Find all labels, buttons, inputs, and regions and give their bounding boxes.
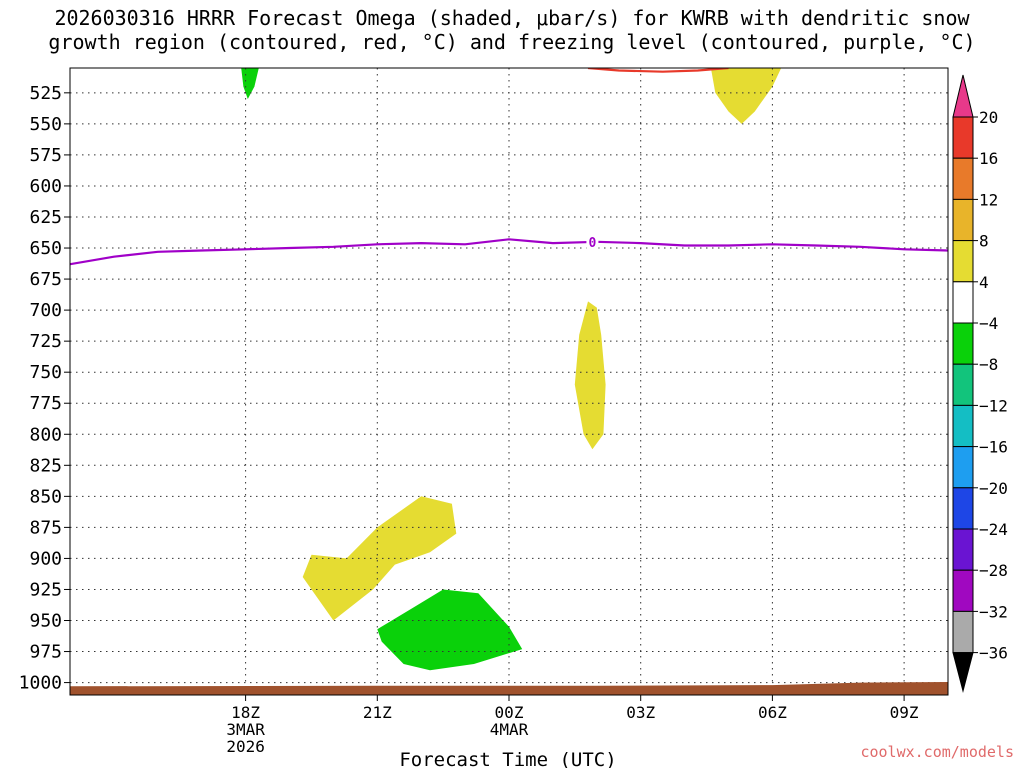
y-tick-label-775: 775 xyxy=(29,393,62,414)
x-tick-label-8-0: 00Z xyxy=(495,703,524,722)
colorbar-label-7: −12 xyxy=(979,396,1008,415)
colorbar-segment-4 xyxy=(952,240,974,283)
colorbar-label-5: −4 xyxy=(979,314,998,333)
colorbar-segment-12 xyxy=(952,569,974,612)
colorbar-segment-8 xyxy=(952,404,974,448)
colorbar-segment-1 xyxy=(952,116,974,159)
colorbar-label-6: −8 xyxy=(979,355,998,374)
grid-lines xyxy=(70,68,948,695)
chart-title-line-2: growth region (contoured, red, °C) and f… xyxy=(48,30,976,54)
x-axis-label: Forecast Time (UTC) xyxy=(399,749,616,768)
colorbar-label-12: −32 xyxy=(979,602,1008,621)
y-tick-label-925: 925 xyxy=(29,579,62,600)
y-tick-label-750: 750 xyxy=(29,362,62,383)
colorbar-segment-5 xyxy=(952,281,974,324)
x-tick-label-14-0: 06Z xyxy=(758,703,787,722)
colorbar-label-4: 4 xyxy=(979,273,989,292)
y-tick-label-950: 950 xyxy=(29,611,62,632)
y-tick-label-575: 575 xyxy=(29,145,62,166)
omega-region-1 xyxy=(710,68,782,124)
y-tick-label-625: 625 xyxy=(29,207,62,228)
x-tick-label-2-2: 2026 xyxy=(226,737,265,756)
colorbar-label-1: 16 xyxy=(979,149,998,168)
colorbar-label-2: 12 xyxy=(979,190,998,209)
y-tick-label-1000: 1000 xyxy=(19,673,62,694)
y-tick-label-725: 725 xyxy=(29,331,62,352)
colorbar-label-11: −28 xyxy=(979,561,1008,580)
x-tick-label-8-1: 4MAR xyxy=(490,720,529,739)
contour-lines: 0 xyxy=(70,68,948,266)
x-tick-label-17-0: 09Z xyxy=(890,703,919,722)
colorbar: 20 16 12 8 4 −4 −8 −12 −16 −20 −24 −28 −32 −36 xyxy=(952,74,1008,693)
omega-regions xyxy=(241,68,782,671)
colorbar-segment-10 xyxy=(952,487,974,530)
colorbar-segment-6 xyxy=(952,322,974,365)
x-tick-label-11-0: 03Z xyxy=(626,703,655,722)
y-tick-label-900: 900 xyxy=(29,548,62,569)
omega-region-5 xyxy=(241,68,259,99)
y-tick-label-550: 550 xyxy=(29,114,62,135)
colorbar-segment-9 xyxy=(952,446,974,489)
y-tick-label-850: 850 xyxy=(29,486,62,507)
omega-region-2 xyxy=(574,301,606,450)
y-tick-label-525: 525 xyxy=(29,83,62,104)
terrain-fill xyxy=(70,682,948,695)
colorbar-label-8: −16 xyxy=(979,438,1008,457)
colorbar-segment-13 xyxy=(952,610,974,654)
y-tick-label-600: 600 xyxy=(29,176,62,197)
x-tick-label-5-0: 21Z xyxy=(363,703,392,722)
freezing-level-label-bg xyxy=(586,233,599,249)
colorbar-segment-2 xyxy=(952,157,974,200)
y-tick-label-975: 975 xyxy=(29,642,62,663)
colorbar-top-arrow xyxy=(952,74,974,118)
colorbar-segment-7 xyxy=(952,363,974,406)
y-tick-label-675: 675 xyxy=(29,269,62,290)
x-tick-label-2-1: 3MAR xyxy=(226,720,265,739)
x-tick-label-2-0: 18Z xyxy=(231,703,260,722)
terrain-layer xyxy=(70,682,948,695)
colorbar-label-9: −20 xyxy=(979,479,1008,498)
y-tick-label-875: 875 xyxy=(29,517,62,538)
colorbar-label-10: −24 xyxy=(979,520,1008,539)
colorbar-label-0: 20 xyxy=(979,108,998,127)
y-tick-label-825: 825 xyxy=(29,455,62,476)
colorbar-segment-11 xyxy=(952,528,974,571)
colorbar-label-3: 8 xyxy=(979,232,989,251)
dgz-contour-line xyxy=(587,68,729,73)
y-axis: 525 550 575 600 625 650 675 700 725 750 775 800 825 8… xyxy=(19,83,70,694)
freezing-level-line xyxy=(70,238,948,266)
chart-title: 2026030316 HRRR Forecast Omega (shaded, … xyxy=(0,6,1024,54)
watermark[interactable]: coolwx.com/models xyxy=(860,743,1014,761)
y-tick-label-700: 700 xyxy=(29,300,62,321)
colorbar-segment-3 xyxy=(952,198,974,242)
colorbar-bottom-arrow xyxy=(952,652,974,693)
y-tick-label-650: 650 xyxy=(29,238,62,259)
freezing-level-label: 0 xyxy=(588,236,596,251)
omega-region-4 xyxy=(377,589,523,671)
y-tick-label-800: 800 xyxy=(29,424,62,445)
chart-title-line-1: 2026030316 HRRR Forecast Omega (shaded, … xyxy=(54,6,970,30)
colorbar-label-13: −36 xyxy=(979,644,1008,663)
